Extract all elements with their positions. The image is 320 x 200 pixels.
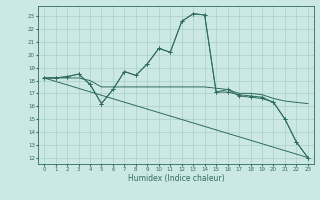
X-axis label: Humidex (Indice chaleur): Humidex (Indice chaleur) xyxy=(128,174,224,183)
